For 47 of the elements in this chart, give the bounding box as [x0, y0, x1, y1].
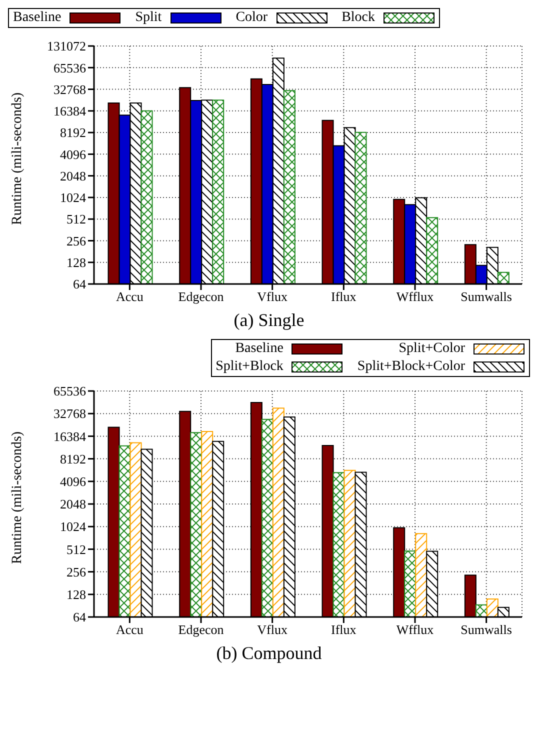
legend-label: Split+Color — [398, 341, 465, 357]
y-tick-label: 8192 — [60, 451, 86, 466]
y-tick-label: 128 — [66, 587, 86, 602]
y-tick-label: 32768 — [54, 406, 86, 422]
y-tick-label: 4096 — [60, 474, 86, 490]
x-tick-label: Edgecon — [178, 289, 224, 304]
x-tick-label: Iflux — [331, 622, 357, 638]
y-tick-label: 64 — [73, 610, 86, 625]
text: (a) Single — [232, 310, 306, 331]
y-tick-label: 512 — [66, 212, 86, 227]
y-tick-label: 4096 — [60, 146, 86, 162]
y-tick-label: 1024 — [60, 519, 86, 534]
text: (b) Compound — [215, 643, 323, 664]
y-tick-label: 512 — [66, 542, 86, 557]
y-tick-label: 2048 — [60, 496, 86, 512]
x-tick-label: Wfflux — [396, 622, 434, 638]
legend-label: Block — [342, 10, 376, 26]
y-tick-label: 65536 — [54, 60, 86, 76]
y-axis-title: Runtime (mili-seconds) — [10, 92, 25, 225]
y-tick-label: 1024 — [60, 190, 86, 206]
y-tick-label: 32768 — [54, 82, 86, 97]
x-tick-label: Vflux — [257, 289, 288, 304]
y-tick-label: 16384 — [54, 428, 86, 444]
legend-label: Color — [236, 10, 268, 26]
legend-label: Split — [135, 10, 162, 26]
x-tick-label: Accu — [116, 289, 144, 304]
y-tick-label: 8192 — [60, 125, 86, 140]
legend-label: Split+Block+Color — [357, 359, 465, 375]
y-tick-label: 128 — [66, 254, 86, 270]
y-axis-title: Runtime (mili-seconds) — [10, 431, 25, 564]
x-tick-label: Edgecon — [178, 622, 224, 638]
y-tick-label: 256 — [66, 233, 86, 248]
legend-label: Split+Block — [216, 359, 284, 375]
x-tick-label: Vflux — [257, 622, 288, 638]
y-tick-label: 256 — [66, 564, 86, 580]
legend-label: Baseline — [13, 10, 62, 26]
y-tick-label: 131072 — [47, 38, 86, 54]
legend-label: Baseline — [235, 341, 284, 357]
x-tick-label: Sumwalls — [460, 622, 512, 638]
x-tick-label: Accu — [116, 622, 144, 638]
y-tick-label: 65536 — [54, 384, 86, 399]
x-tick-label: Wfflux — [396, 289, 434, 304]
y-tick-label: 2048 — [60, 168, 86, 184]
x-tick-label: Sumwalls — [460, 289, 512, 304]
y-tick-label: 64 — [73, 276, 86, 292]
x-tick-label: Iflux — [331, 289, 357, 304]
y-tick-label: 16384 — [54, 104, 86, 119]
